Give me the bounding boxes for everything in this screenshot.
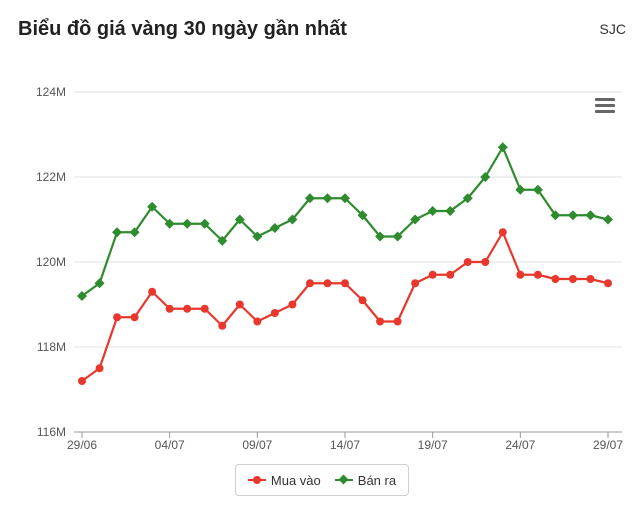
x-tick-label: 24/07 [505, 438, 535, 452]
data-point[interactable] [183, 304, 192, 313]
legend-item-buy[interactable]: Mua vào [247, 472, 321, 488]
data-point[interactable] [200, 304, 209, 313]
data-point[interactable] [94, 278, 105, 289]
data-point[interactable] [112, 227, 123, 238]
data-point[interactable] [270, 309, 279, 317]
x-tick-label: 14/07 [330, 438, 360, 452]
hamburger-menu-icon[interactable] [595, 98, 615, 114]
data-point[interactable] [533, 270, 542, 279]
data-point[interactable] [358, 296, 367, 305]
data-point[interactable] [164, 218, 175, 229]
data-point[interactable] [393, 317, 402, 326]
data-point[interactable] [516, 270, 525, 279]
y-tick-label: 124M [36, 85, 66, 99]
data-point[interactable] [567, 210, 578, 221]
data-point[interactable] [113, 313, 122, 322]
data-point[interactable] [392, 231, 403, 242]
data-point[interactable] [288, 300, 297, 309]
data-point[interactable] [323, 279, 332, 288]
data-point[interactable] [147, 201, 158, 212]
y-tick-label: 116M [37, 425, 66, 439]
data-point[interactable] [253, 317, 262, 326]
data-point[interactable] [586, 275, 595, 283]
legend-label-sell: Bán ra [357, 472, 397, 488]
data-point[interactable] [481, 258, 490, 266]
data-point[interactable] [234, 214, 245, 225]
data-point[interactable] [462, 193, 473, 204]
data-point[interactable] [182, 218, 193, 229]
data-point[interactable] [148, 287, 157, 296]
series-buy [78, 228, 612, 385]
data-point[interactable] [446, 270, 455, 279]
data-point[interactable] [130, 313, 139, 322]
x-axis: 29/06 04/07 09/07 14/07 19/07 24/07 29/07 [67, 431, 623, 452]
data-point[interactable] [604, 279, 612, 288]
data-point[interactable] [165, 304, 174, 313]
data-point[interactable] [411, 279, 420, 288]
x-tick-label: 29/06 [67, 438, 97, 452]
page-title: Biểu đồ giá vàng 30 ngày gần nhất [18, 18, 347, 40]
data-point[interactable] [568, 275, 577, 283]
y-tick-label: 118M [37, 340, 66, 354]
data-point[interactable] [445, 206, 456, 216]
legend-swatch-sell-icon [334, 474, 353, 485]
y-axis-labels: 116M 118M 120M 122M 124M [36, 85, 66, 439]
data-point[interactable] [515, 184, 526, 195]
brand-label: SJC [599, 21, 626, 37]
data-point[interactable] [376, 317, 385, 326]
data-point[interactable] [235, 300, 244, 309]
legend-swatch-buy-icon [247, 475, 266, 485]
data-point[interactable] [217, 235, 228, 246]
data-point[interactable] [78, 377, 86, 385]
data-point[interactable] [357, 210, 368, 221]
data-point[interactable] [551, 275, 560, 283]
x-tick-label: 19/07 [418, 438, 448, 452]
x-tick-label: 29/07 [593, 438, 623, 452]
data-point[interactable] [322, 193, 333, 204]
data-point[interactable] [532, 184, 543, 195]
data-point[interactable] [427, 206, 438, 216]
x-tick-label: 04/07 [155, 438, 185, 452]
grid-lines [74, 91, 622, 348]
data-point[interactable] [199, 218, 210, 229]
x-tick-label: 09/07 [242, 438, 272, 452]
data-point[interactable] [95, 364, 104, 373]
data-point[interactable] [304, 193, 315, 204]
data-point[interactable] [550, 210, 561, 221]
data-point[interactable] [375, 231, 386, 242]
data-point[interactable] [585, 210, 596, 221]
data-point[interactable] [463, 258, 472, 266]
y-tick-label: 122M [36, 170, 66, 184]
data-point[interactable] [305, 279, 314, 288]
data-point[interactable] [428, 270, 437, 279]
data-point[interactable] [287, 214, 298, 225]
data-point[interactable] [77, 291, 87, 301]
data-point[interactable] [340, 193, 350, 204]
data-point[interactable] [269, 223, 280, 233]
series-layer [77, 142, 613, 385]
chart-legend: Mua vào Bán ra [235, 464, 409, 496]
legend-item-sell[interactable]: Bán ra [334, 472, 397, 488]
series-sell [77, 142, 613, 301]
series-line [81, 231, 609, 382]
data-point[interactable] [480, 172, 491, 182]
y-tick-label: 120M [36, 255, 66, 269]
data-point[interactable] [129, 227, 140, 238]
data-point[interactable] [497, 142, 508, 153]
data-point[interactable] [252, 231, 263, 242]
data-point[interactable] [410, 214, 421, 225]
data-point[interactable] [498, 228, 507, 237]
data-point[interactable] [218, 321, 227, 330]
data-point[interactable] [603, 214, 613, 225]
data-point[interactable] [341, 279, 349, 288]
legend-label-buy: Mua vào [270, 472, 321, 488]
